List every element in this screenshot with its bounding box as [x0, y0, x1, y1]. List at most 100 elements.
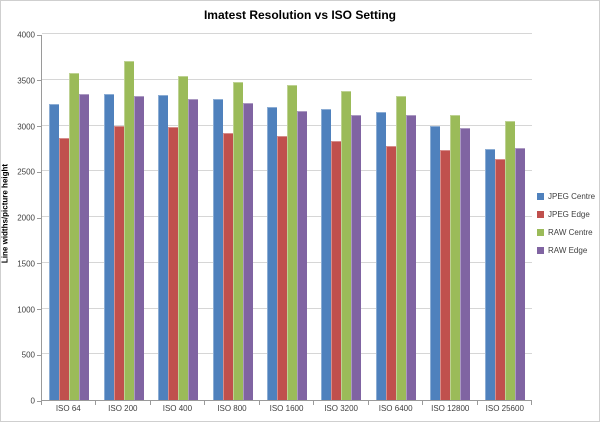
y-tick-label: 2000 [17, 213, 35, 223]
x-axis-tick [258, 401, 260, 405]
y-axis-tick [37, 80, 41, 82]
x-axis-label: ISO 800 [217, 404, 247, 413]
bar-jpeg-edge [331, 141, 342, 400]
bar-raw-centre [69, 73, 80, 400]
bar-raw-centre [395, 96, 406, 400]
bar-groups [42, 35, 532, 400]
legend-item: RAW Edge [537, 246, 595, 255]
y-tick-label: 3500 [17, 76, 35, 86]
y-tick-label: 500 [21, 350, 35, 360]
bar-jpeg-centre [321, 109, 332, 400]
legend-swatch [537, 211, 544, 218]
x-axis-label: ISO 200 [108, 404, 138, 413]
bar-raw-centre [178, 76, 189, 400]
bar-group [478, 35, 532, 400]
bar-group [42, 35, 96, 400]
y-tick-label: 1000 [17, 305, 35, 314]
legend-item: RAW Centre [537, 228, 595, 237]
bar-raw-centre [450, 114, 461, 400]
bar-raw-edge [133, 96, 144, 400]
x-axis-label: ISO 25600 [485, 404, 524, 413]
bar-jpeg-edge [168, 127, 179, 400]
bar-jpeg-edge [440, 150, 451, 400]
x-axis-tick [476, 401, 478, 405]
bar-jpeg-centre [103, 94, 114, 400]
x-axis-label: ISO 6400 [378, 404, 413, 413]
bar-raw-edge [79, 94, 90, 400]
legend-label: JPEG Centre [548, 192, 596, 201]
x-axis-tick [204, 401, 206, 405]
bar-group [151, 35, 205, 400]
bar-jpeg-centre [158, 95, 169, 400]
chart-title: Imatest Resolution vs ISO Setting [203, 8, 397, 22]
bar-raw-centre [504, 120, 515, 400]
legend-swatch [537, 193, 544, 200]
bar-jpeg-centre [430, 126, 441, 400]
x-axis-label: ISO 3200 [324, 404, 358, 413]
x-axis-labels: ISO 64 ISO 200 ISO 400 ISO 800 ISO 1600 ISO 3… [41, 404, 532, 413]
x-axis-tick [531, 401, 532, 405]
x-axis-tick [41, 401, 42, 405]
x-axis-tick [95, 401, 97, 405]
bar-raw-edge [242, 102, 253, 400]
bar-raw-edge [460, 128, 471, 400]
y-axis-tick [37, 126, 41, 127]
y-axis-tick [37, 217, 41, 219]
legend-item: JPEG Centre [537, 192, 595, 201]
y-tick-label: 4000 [17, 30, 35, 40]
bar-jpeg-edge [222, 132, 233, 400]
y-axis-tick [37, 400, 41, 402]
legend-label: RAW Centre [548, 228, 593, 237]
legend-label: JPEG Edge [548, 210, 590, 219]
x-axis-label: ISO 400 [162, 404, 193, 413]
x-axis-tick [367, 401, 369, 405]
bar-raw-edge [351, 114, 362, 400]
bar-raw-edge [514, 148, 525, 400]
legend-swatch [537, 229, 544, 236]
bar-jpeg-edge [113, 125, 124, 400]
bar-group [369, 35, 423, 400]
legend: JPEG Centre JPEG Edge RAW Centre RAW Edge [537, 192, 595, 255]
x-axis-tick [149, 401, 151, 405]
y-tick-label: 0 [30, 396, 35, 406]
bar-jpeg-centre [212, 98, 223, 400]
y-axis-tick [37, 354, 41, 356]
bar-jpeg-edge [494, 159, 505, 400]
x-axis-tick [422, 401, 424, 405]
legend-label: RAW Edge [548, 246, 588, 255]
x-axis-label: ISO 64 [55, 404, 81, 413]
bar-group [205, 35, 259, 400]
bar-raw-edge [405, 115, 416, 400]
bar-group [96, 35, 150, 400]
bar-raw-edge [296, 110, 307, 400]
bar-jpeg-edge [276, 136, 287, 400]
bar-raw-centre [232, 81, 243, 400]
x-axis-label: ISO 1600 [269, 404, 304, 413]
y-axis-tick [37, 263, 41, 265]
y-axis-tick [37, 34, 41, 36]
bar-raw-centre [341, 90, 352, 400]
legend-item: JPEG Edge [537, 210, 595, 219]
bar-raw-centre [286, 85, 297, 400]
x-axis-label: ISO 12800 [431, 404, 470, 413]
y-axis-tick [37, 171, 41, 173]
bar-group [314, 35, 368, 400]
bar-jpeg-centre [49, 103, 60, 400]
bar-jpeg-edge [59, 138, 70, 400]
bar-raw-centre [123, 61, 134, 400]
bar-jpeg-centre [484, 149, 495, 400]
gridline [42, 78, 532, 80]
legend-swatch [537, 247, 544, 254]
y-tick-label: 2500 [17, 167, 35, 177]
bar-jpeg-centre [266, 107, 277, 400]
bar-jpeg-edge [385, 145, 396, 400]
bar-group [423, 35, 477, 400]
bar-jpeg-centre [375, 111, 386, 400]
plot-area [41, 33, 532, 401]
gridline [42, 33, 532, 34]
y-axis-tick [37, 309, 41, 310]
y-tick-label: 3000 [17, 122, 35, 131]
x-axis-tick [313, 401, 315, 405]
bar-raw-edge [188, 98, 199, 400]
